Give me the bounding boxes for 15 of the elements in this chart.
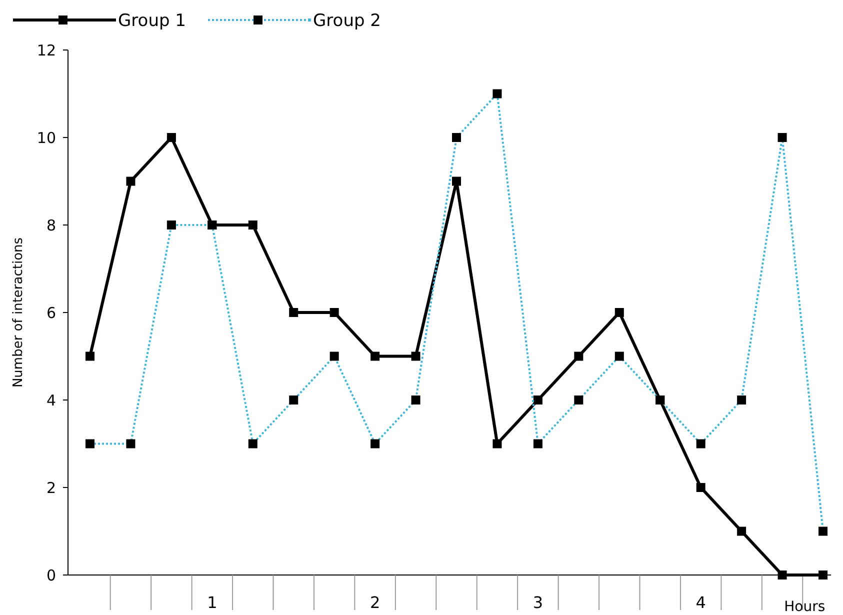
y-tick-label: 0 — [46, 566, 56, 584]
y-tick-label: 4 — [46, 391, 56, 410]
y-tick-label: 10 — [36, 128, 56, 147]
legend-label: Group 1 — [118, 10, 186, 31]
x-tick-label: 2 — [370, 593, 380, 612]
y-tick-label: 2 — [46, 478, 56, 497]
y-tick-label: 8 — [46, 216, 56, 234]
x-axis-title: Hours — [784, 599, 826, 615]
y-tick-label: 6 — [46, 304, 56, 322]
legend-label: Group 2 — [313, 10, 381, 31]
x-tick-label: 4 — [696, 593, 706, 612]
y-axis-title: Number of interactions — [11, 237, 26, 388]
y-tick-label: 12 — [36, 41, 56, 60]
x-tick-label: 1 — [207, 593, 218, 612]
x-tick-label: 3 — [532, 593, 544, 612]
